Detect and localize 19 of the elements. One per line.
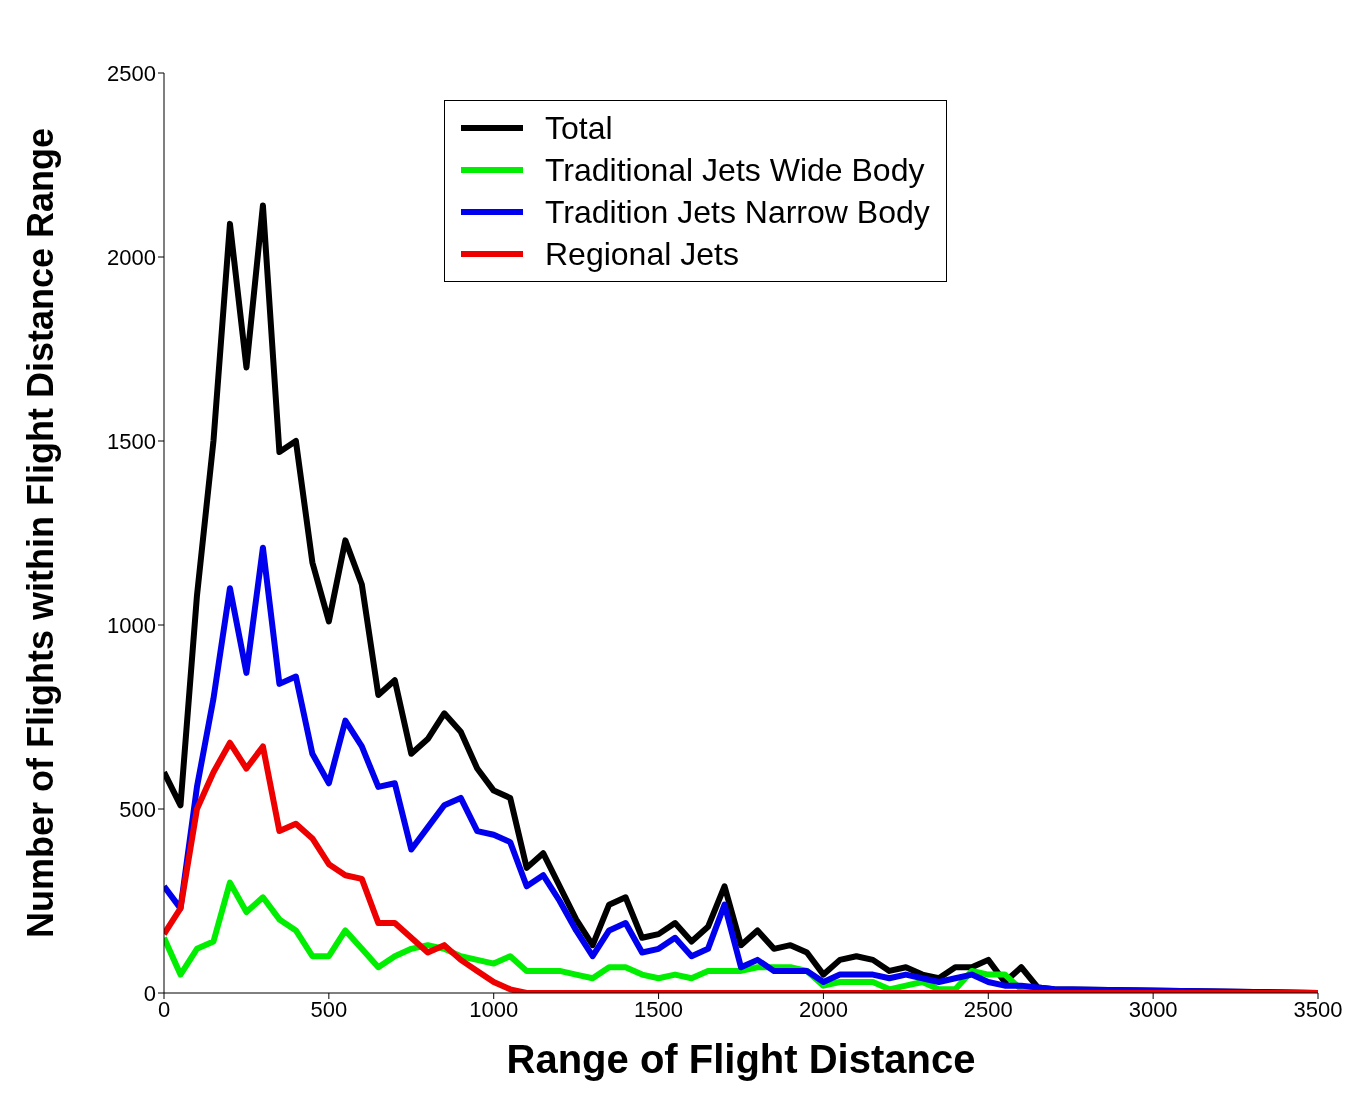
y-tick-label: 2500	[107, 60, 156, 86]
x-tick-label: 500	[310, 996, 348, 1022]
x-tick-label: 1000	[469, 996, 519, 1022]
x-axis-title: Range of Flight Distance	[506, 1037, 976, 1081]
legend-label: Regional Jets	[545, 235, 739, 273]
legend-label: Tradition Jets Narrow Body	[545, 193, 930, 231]
y-tick-label: 0	[143, 980, 156, 1006]
y-tick-label: 500	[119, 796, 156, 822]
x-tick-label: 2500	[963, 996, 1013, 1022]
x-tick-label: 3000	[1128, 996, 1178, 1022]
legend-label: Total	[545, 109, 613, 147]
y-tick-label: 1500	[107, 428, 156, 454]
x-tick-label: 2000	[798, 996, 848, 1022]
y-tick-label: 1000	[107, 612, 156, 638]
legend-label: Traditional Jets Wide Body	[545, 151, 925, 189]
y-tick-label: 2000	[107, 244, 156, 270]
x-tick-label: 1500	[634, 996, 684, 1022]
y-axis-title: Number of Flights within Flight Distance Range	[19, 127, 61, 939]
x-tick-label: 3500	[1293, 996, 1343, 1022]
